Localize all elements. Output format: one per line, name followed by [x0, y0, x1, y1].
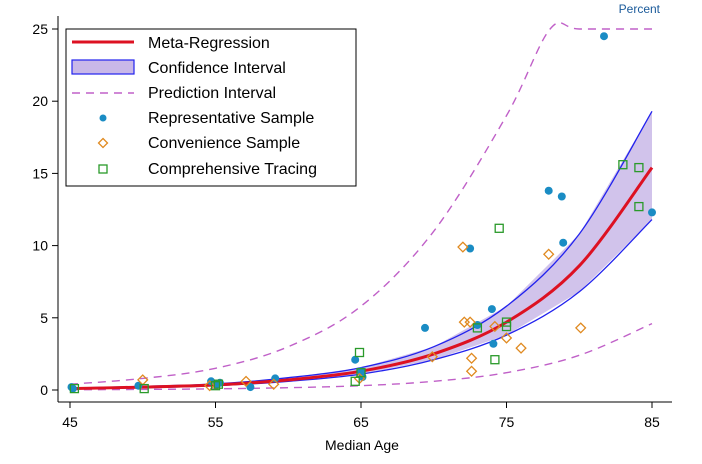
comprehensive-point	[618, 160, 628, 170]
representative-point	[648, 208, 656, 217]
convenience-point	[515, 342, 527, 354]
confidence-band	[70, 111, 652, 389]
representative-point	[351, 355, 360, 364]
convenience-point	[465, 352, 478, 364]
convenience-point	[426, 351, 439, 363]
axis-ticks-layer: 0 5 10 15 20 25 45 55 65 75 85	[32, 21, 660, 430]
representative-point	[466, 244, 475, 253]
legend-label-comprehensive-tracing: Comprehensive Tracing	[148, 161, 317, 178]
unit-label: Percent	[619, 2, 661, 16]
legend-label-prediction-interval: Prediction Interval	[148, 85, 276, 102]
y-tick-label: 20	[32, 93, 48, 109]
legend-box	[65, 28, 357, 187]
convenience-point	[465, 365, 478, 377]
y-tick-label: 5	[40, 310, 48, 326]
legend-swatch-comprehensive-tracing	[98, 164, 108, 174]
x-axis-title: Median Age	[325, 437, 399, 453]
representative-point	[473, 321, 482, 329]
legend-swatch-representative-sample	[99, 114, 107, 122]
y-tick-label: 25	[32, 21, 48, 37]
legend-label-representative-sample: Representative Sample	[148, 110, 314, 127]
x-tick-label: 45	[62, 414, 78, 430]
legend-swatch-confidence-interval	[71, 59, 135, 75]
y-tick-label: 15	[32, 165, 48, 181]
convenience-point	[489, 320, 501, 333]
comprehensive-point	[69, 383, 80, 394]
comprehensive-point	[472, 323, 483, 333]
representative-point	[559, 238, 568, 247]
comprehensive-point	[354, 347, 365, 358]
comprehensive-point	[139, 383, 149, 394]
legend-swatch-convenience-sample	[97, 137, 109, 149]
convenience-point	[203, 379, 216, 392]
legend-label-confidence-interval: Confidence Interval	[148, 60, 286, 77]
convenience-point	[500, 332, 513, 344]
x-tick-label: 85	[644, 414, 660, 430]
comprehensive-point	[490, 355, 500, 365]
comprehensive-point	[501, 321, 512, 332]
legend-label-meta-regression: Meta-Regression	[148, 35, 270, 52]
y-tick-label: 0	[40, 382, 48, 398]
y-tick-label: 10	[32, 238, 48, 254]
comprehensive-point	[350, 376, 360, 386]
convenience-point	[464, 316, 476, 328]
prediction-upper-line	[69, 21, 652, 385]
convenience-point	[267, 378, 280, 390]
prediction-interval-layer	[69, 21, 653, 391]
meta-regression-layer	[69, 166, 654, 391]
meta-regression-line	[69, 166, 654, 391]
data-points-layer	[67, 32, 656, 394]
comprehensive-point	[213, 379, 224, 389]
comprehensive-point	[494, 223, 504, 233]
representative-point	[489, 339, 498, 348]
representative-point	[421, 323, 429, 332]
x-tick-label: 75	[499, 414, 515, 430]
representative-point	[246, 383, 255, 392]
legend-label-convenience-sample: Convenience Sample	[148, 135, 300, 152]
representative-point	[487, 305, 496, 314]
convenience-point	[574, 322, 587, 334]
x-tick-label: 55	[208, 414, 224, 430]
x-tick-label: 65	[353, 414, 369, 430]
legend: Meta-Regression Confidence Interval Pred…	[65, 28, 357, 187]
convenience-point	[457, 241, 469, 253]
convenience-point	[542, 248, 555, 260]
representative-point	[544, 186, 553, 195]
representative-point	[557, 192, 566, 201]
comprehensive-point	[210, 381, 221, 391]
comprehensive-point	[634, 162, 644, 173]
representative-point	[600, 32, 608, 41]
comprehensive-point	[634, 201, 644, 212]
convenience-point	[240, 375, 252, 388]
comprehensive-point	[356, 368, 366, 378]
